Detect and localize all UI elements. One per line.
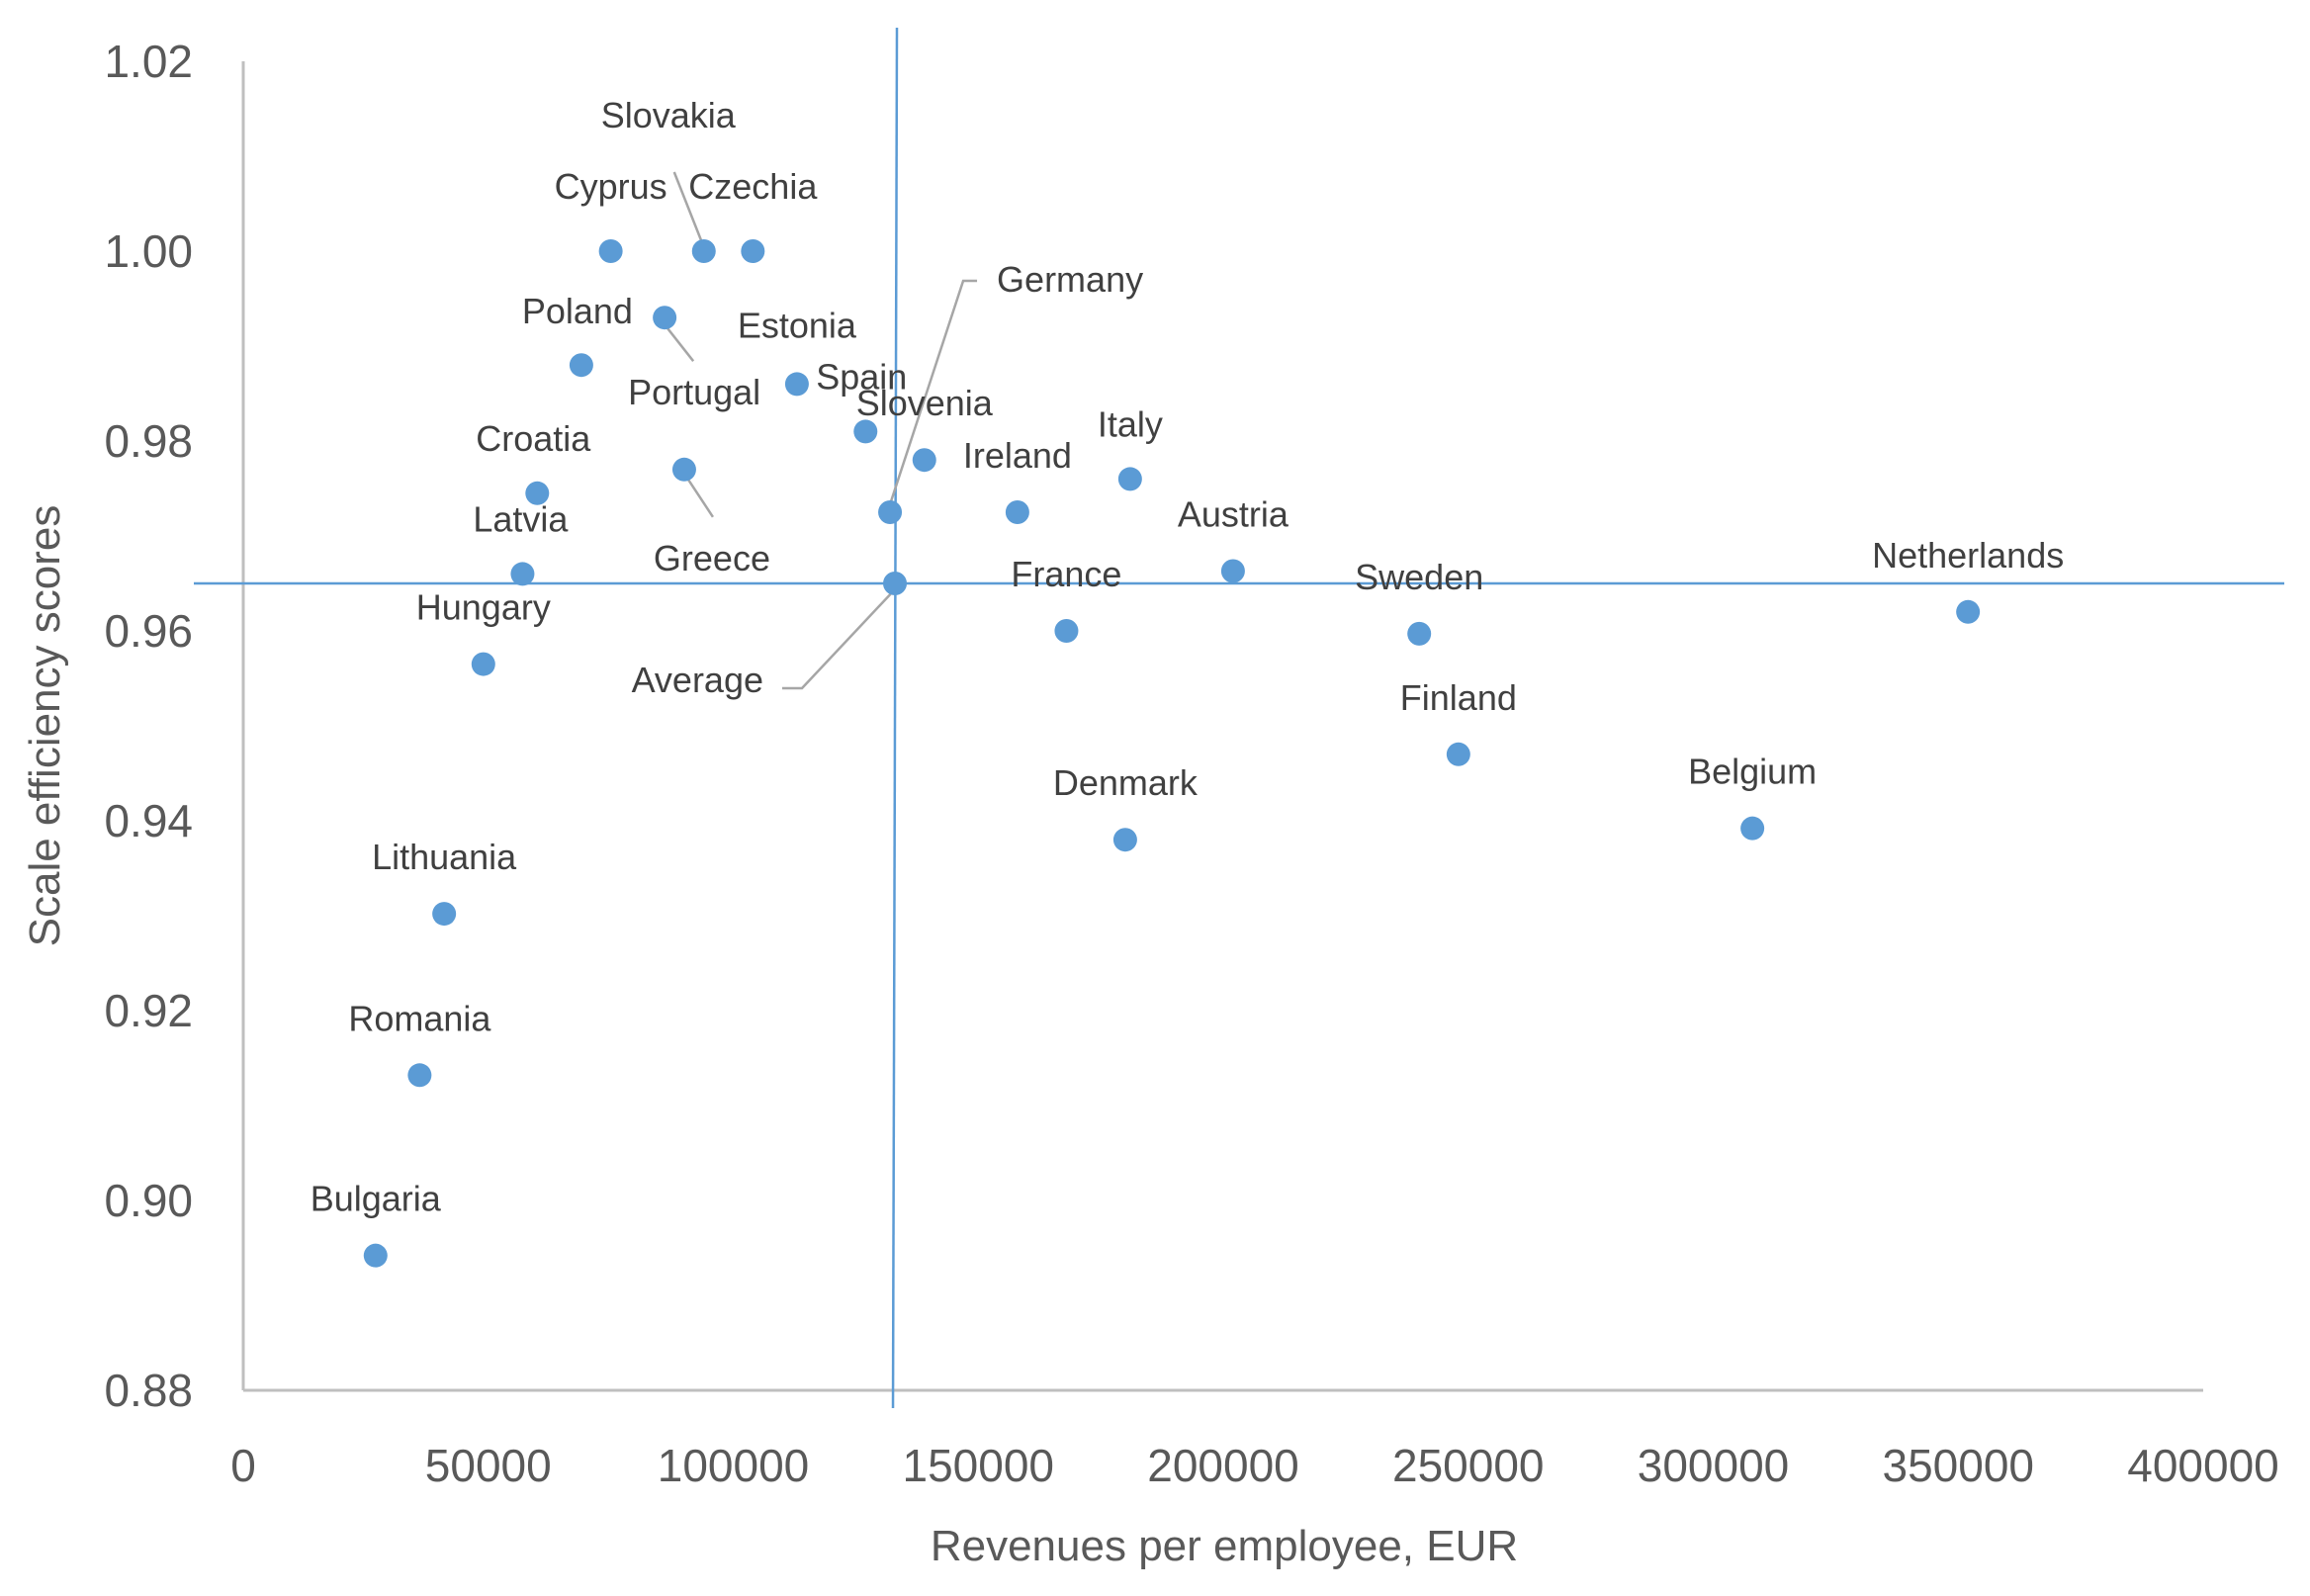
x-tick-label: 50000 [425,1440,552,1491]
x-tick-label: 400000 [2127,1440,2279,1491]
y-tick-label: 1.00 [104,225,193,277]
data-point [912,448,936,473]
data-point [653,306,677,330]
point-label: France [1011,554,1121,594]
point-label: Slovakia [601,95,737,135]
point-label: Spain [816,356,907,397]
y-tick-label: 0.88 [104,1365,193,1416]
y-tick-labels: 0.88 0.90 0.92 0.94 0.96 0.98 1.00 1.02 [104,36,193,1416]
point-label: Estonia [738,305,857,345]
x-tick-label: 300000 [1638,1440,1790,1491]
data-point [1956,599,1981,624]
data-point [510,562,535,586]
x-tick-label: 100000 [658,1440,810,1491]
leader-line [888,279,978,505]
data-point [1740,816,1765,841]
y-tick-label: 0.94 [104,795,193,846]
point-label: Average [632,660,763,700]
point-label: Ireland [963,435,1072,476]
point-label: Finland [1400,677,1517,718]
data-point [598,239,623,263]
y-tick-label: 1.02 [104,36,193,87]
data-point [1005,500,1029,524]
point-label: Cyprus [555,166,667,207]
x-tick-label: 150000 [903,1440,1055,1491]
data-point [671,457,696,482]
point-label: Bulgaria [311,1179,442,1219]
point-labels: Slovakia Cyprus Czechia Poland Portugal Eston… [311,95,2064,1219]
point-label: Romania [348,998,491,1038]
x-tick-label: 0 [230,1440,256,1491]
point-label: Germany [997,259,1143,300]
data-point [1407,621,1432,646]
data-point [1117,467,1142,491]
x-tick-label: 350000 [1883,1440,2035,1491]
data-point [784,372,809,397]
data-point [878,500,903,524]
data-point [1054,619,1079,643]
data-points [363,239,1981,1268]
data-point [1446,742,1470,766]
point-label: Greece [654,538,770,578]
point-label: Slovenia [856,383,994,423]
point-label: Denmark [1053,762,1199,803]
y-tick-label: 0.92 [104,985,193,1036]
y-tick-label: 0.90 [104,1175,193,1226]
point-label: Belgium [1688,752,1817,792]
average-vertical-line [891,27,899,1409]
y-axis-title: Scale efficiency scores [21,505,69,947]
point-label: Italy [1098,403,1163,444]
point-label: Portugal [628,372,760,412]
x-tick-labels: 0 50000 100000 150000 200000 250000 300000 3500… [230,1440,2279,1491]
data-point [471,652,495,676]
data-point [883,572,908,595]
x-axis-title: Revenues per employee, EUR [931,1522,1518,1570]
data-point [407,1063,432,1088]
data-point [691,239,716,263]
axes [241,61,2203,1392]
point-label: Poland [522,291,633,331]
point-label: Czechia [688,166,818,207]
point-label: Latvia [473,498,569,539]
x-tick-label: 200000 [1147,1440,1299,1491]
point-label: Lithuania [372,837,517,877]
data-point [741,239,765,263]
data-point [1112,828,1137,852]
leader-line [682,473,714,518]
y-tick-label: 0.98 [104,415,193,467]
point-label: Sweden [1355,557,1483,597]
point-label: Hungary [416,587,551,628]
data-point [1220,559,1245,583]
data-point [432,902,457,927]
average-lines [194,27,2284,1409]
leader-line [782,588,896,690]
data-point [569,353,593,378]
point-label: Austria [1178,494,1289,535]
data-point [525,481,550,505]
x-tick-label: 250000 [1392,1440,1545,1491]
point-label: Croatia [476,418,591,459]
data-point [363,1243,388,1268]
point-label: Netherlands [1872,535,2064,576]
y-tick-label: 0.96 [104,605,193,657]
leader-line [672,171,705,248]
data-point [853,419,878,444]
